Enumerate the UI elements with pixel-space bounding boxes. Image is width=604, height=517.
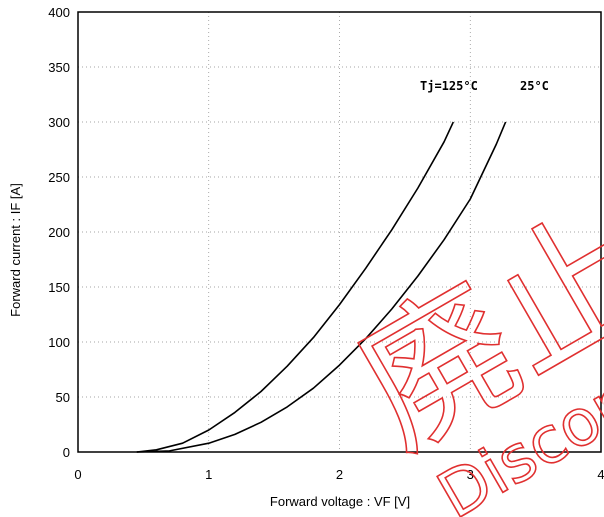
grid-lines xyxy=(78,12,601,452)
x-tick-label: 4 xyxy=(597,467,604,482)
series-line-1 xyxy=(136,121,507,453)
x-tick-label: 0 xyxy=(74,467,81,482)
y-axis-title: Forward current : IF [A] xyxy=(8,183,23,317)
x-tick-label: 1 xyxy=(205,467,212,482)
discontinued-watermark: 廃止 Discontinued xyxy=(330,180,604,517)
series-label-25c: 25°C xyxy=(520,79,549,93)
x-tick-labels: 0 1 2 3 4 xyxy=(74,467,604,482)
x-tick-label: 2 xyxy=(336,467,343,482)
y-tick-label: 300 xyxy=(48,115,70,130)
y-tick-label: 400 xyxy=(48,5,70,20)
y-tick-labels: 0 50 100 150 200 250 300 350 400 xyxy=(48,5,70,460)
data-series xyxy=(136,121,507,453)
plot-frame xyxy=(77,11,602,453)
y-tick-label: 350 xyxy=(48,60,70,75)
series-line-0 xyxy=(136,121,455,453)
y-tick-label: 0 xyxy=(63,445,70,460)
x-tick-label: 3 xyxy=(467,467,474,482)
series-label-125c: Tj=125°C xyxy=(420,79,478,93)
y-tick-label: 50 xyxy=(56,390,70,405)
y-tick-label: 100 xyxy=(48,335,70,350)
x-axis-title: Forward voltage : VF [V] xyxy=(270,494,410,509)
y-tick-label: 250 xyxy=(48,170,70,185)
y-tick-label: 150 xyxy=(48,280,70,295)
y-tick-label: 200 xyxy=(48,225,70,240)
